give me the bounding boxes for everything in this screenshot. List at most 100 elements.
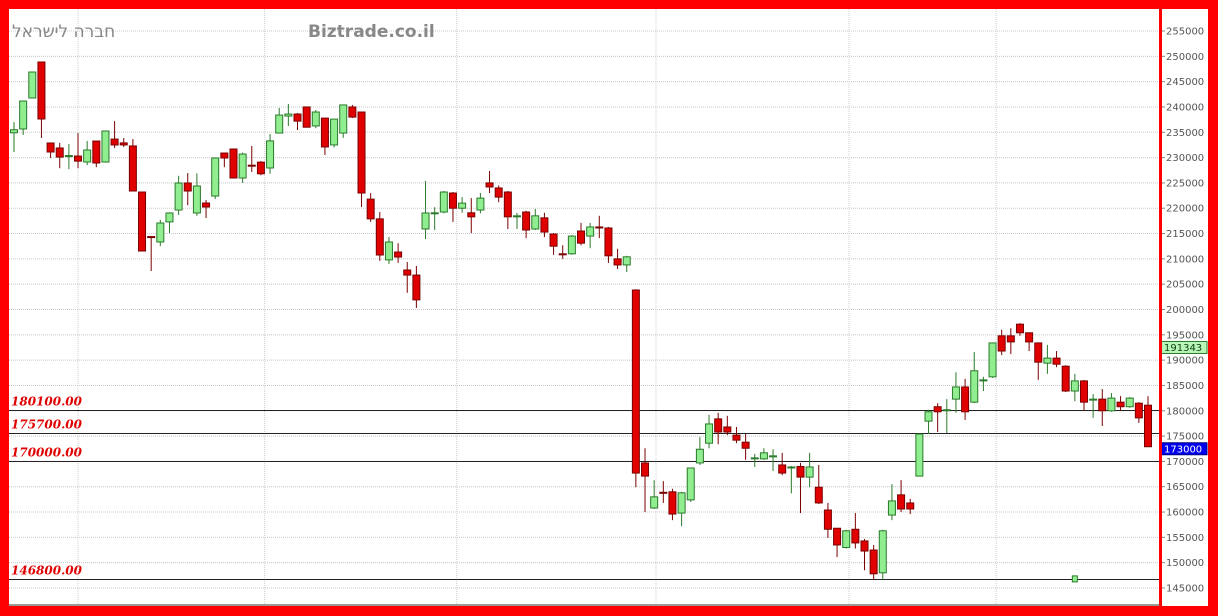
y-tick-label: 185000 bbox=[1166, 381, 1204, 392]
candle-body bbox=[366, 198, 375, 220]
y-tick-label: 170000 bbox=[1166, 457, 1204, 468]
candle-body bbox=[604, 227, 613, 257]
last-price-label: 173000 bbox=[1164, 444, 1202, 455]
candle-body bbox=[805, 466, 814, 478]
candle-body bbox=[1134, 402, 1143, 419]
candle bbox=[1089, 394, 1098, 418]
candle bbox=[512, 212, 521, 229]
candle bbox=[906, 498, 915, 515]
candle bbox=[485, 171, 494, 194]
candle bbox=[229, 148, 238, 179]
candle-body bbox=[1125, 397, 1134, 408]
candle-body bbox=[330, 118, 339, 146]
candle-body bbox=[439, 191, 448, 213]
candle bbox=[723, 415, 732, 436]
candle bbox=[165, 212, 174, 234]
candle bbox=[339, 104, 348, 138]
candle bbox=[174, 175, 183, 216]
axis-background bbox=[1162, 9, 1208, 606]
candle bbox=[942, 399, 951, 434]
candle-body bbox=[1015, 323, 1024, 334]
candle-body bbox=[823, 509, 832, 530]
candle bbox=[961, 378, 970, 420]
candle-body bbox=[202, 202, 211, 208]
candle-body bbox=[1079, 380, 1088, 403]
candle-body bbox=[951, 386, 960, 400]
candle-body bbox=[650, 496, 659, 509]
candle-body bbox=[430, 212, 439, 215]
candle bbox=[192, 173, 201, 216]
y-tick-label: 200000 bbox=[1166, 305, 1204, 316]
candle-body bbox=[1061, 365, 1070, 392]
candle bbox=[430, 207, 439, 231]
candle-body bbox=[631, 289, 640, 474]
candle-body bbox=[384, 241, 393, 261]
candle bbox=[823, 502, 832, 538]
candle bbox=[833, 527, 842, 558]
candle-body bbox=[741, 441, 750, 449]
candle bbox=[650, 480, 659, 510]
candle bbox=[540, 212, 549, 238]
candle bbox=[412, 265, 421, 308]
candle bbox=[1052, 351, 1061, 368]
candle-body bbox=[1034, 342, 1043, 363]
candle-body bbox=[275, 114, 284, 134]
y-tick-label: 250000 bbox=[1166, 52, 1204, 63]
candle bbox=[613, 248, 622, 269]
candle bbox=[686, 467, 695, 502]
candle-body bbox=[320, 117, 329, 148]
candle-body bbox=[412, 274, 421, 301]
candle bbox=[247, 145, 256, 173]
candle-body bbox=[878, 530, 887, 574]
y-tick-label: 145000 bbox=[1166, 584, 1204, 595]
candle bbox=[979, 376, 988, 392]
y-tick-label: 175000 bbox=[1166, 432, 1204, 443]
candle bbox=[860, 538, 869, 571]
candle-body bbox=[64, 155, 73, 158]
candle bbox=[595, 215, 604, 239]
candle bbox=[394, 243, 403, 263]
candle-body bbox=[238, 153, 247, 179]
candle-body bbox=[1025, 332, 1034, 343]
candle-body bbox=[1070, 380, 1079, 392]
candle-body bbox=[558, 253, 567, 256]
candle bbox=[714, 412, 723, 445]
candle bbox=[448, 192, 457, 222]
candle-body bbox=[339, 104, 348, 134]
candle bbox=[330, 118, 339, 148]
indicator-marker bbox=[1071, 575, 1078, 583]
candle-body bbox=[540, 217, 549, 233]
candles bbox=[10, 61, 1152, 583]
candle-body bbox=[531, 215, 540, 230]
y-tick-label: 195000 bbox=[1166, 330, 1204, 341]
candle bbox=[897, 480, 906, 513]
y-tick-label: 245000 bbox=[1166, 77, 1204, 88]
candle bbox=[951, 372, 960, 413]
candle bbox=[1144, 396, 1152, 448]
candle bbox=[320, 117, 329, 156]
candle-body bbox=[924, 411, 933, 422]
candle-body bbox=[247, 164, 256, 167]
candle bbox=[641, 448, 650, 513]
y-tick-label: 210000 bbox=[1166, 254, 1204, 265]
candle-body bbox=[10, 129, 18, 134]
candle-body bbox=[759, 452, 768, 460]
candle-body bbox=[311, 111, 320, 127]
candle-body bbox=[668, 491, 677, 515]
candle bbox=[741, 434, 750, 460]
candle bbox=[1025, 332, 1034, 352]
candle bbox=[814, 464, 823, 504]
candle bbox=[183, 173, 192, 206]
candle-body bbox=[997, 335, 1006, 352]
candle bbox=[970, 352, 979, 404]
candle-body bbox=[750, 457, 759, 460]
candle bbox=[531, 208, 540, 231]
candle bbox=[997, 329, 1006, 356]
candle-body bbox=[110, 138, 119, 146]
candle-body bbox=[74, 155, 83, 162]
candle bbox=[494, 185, 503, 203]
candle-body bbox=[897, 494, 906, 510]
candle-body bbox=[348, 106, 357, 118]
candle bbox=[202, 200, 211, 218]
candle-body bbox=[906, 502, 915, 510]
